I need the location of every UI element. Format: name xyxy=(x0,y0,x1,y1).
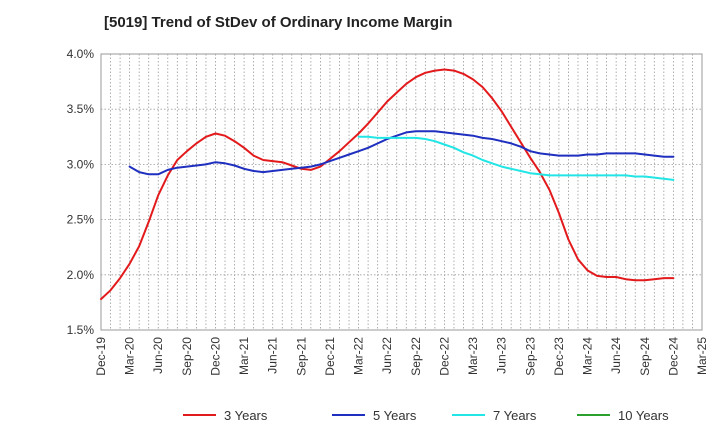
x-tick-label: Mar-24 xyxy=(581,337,595,375)
x-tick-label: Dec-22 xyxy=(437,337,451,376)
x-tick-label: Dec-21 xyxy=(323,337,337,376)
legend-label: 10 Years xyxy=(618,408,669,423)
y-tick-label: 2.5% xyxy=(67,213,95,227)
axes: 1.5% 2.0% 2.5% 3.0% 3.5% 4.0% Dec-19 Mar-20 Jun-… xyxy=(67,47,709,376)
plot-area xyxy=(100,53,703,331)
y-tick-label: 1.5% xyxy=(67,323,95,337)
x-tick-label: Jun-24 xyxy=(609,337,623,374)
x-tick-label: Dec-23 xyxy=(552,337,566,376)
x-tick-label: Jun-22 xyxy=(380,337,394,374)
x-tick-label: Sep-22 xyxy=(409,337,423,376)
x-tick-label: Sep-20 xyxy=(180,337,194,376)
x-tick-label: Mar-21 xyxy=(237,337,251,375)
x-tick-label: Sep-21 xyxy=(294,337,308,376)
y-tick-label: 3.5% xyxy=(67,102,95,116)
y-tick-label: 3.0% xyxy=(67,157,95,171)
series-line-5-years xyxy=(128,130,675,176)
x-tick-label: Jun-21 xyxy=(266,337,280,374)
x-tick-label: Dec-20 xyxy=(208,337,222,376)
series-lines xyxy=(100,68,675,301)
x-tick-label: Mar-22 xyxy=(352,337,366,375)
x-tick-label: Mar-25 xyxy=(695,337,709,375)
legend: 3 Years 5 Years 7 Years 10 Years xyxy=(183,408,669,423)
x-tick-label: Jun-23 xyxy=(495,337,509,374)
legend-label: 3 Years xyxy=(224,408,268,423)
x-tick-label: Mar-23 xyxy=(466,337,480,375)
legend-label: 5 Years xyxy=(373,408,417,423)
x-tick-label: Jun-20 xyxy=(151,337,165,374)
series-line-7-years xyxy=(357,135,675,181)
x-tick-label: Sep-23 xyxy=(523,337,537,376)
x-tick-label: Mar-20 xyxy=(123,337,137,375)
y-tick-label: 2.0% xyxy=(67,268,95,282)
y-tick-label: 4.0% xyxy=(67,47,95,61)
x-tick-label: Sep-24 xyxy=(638,337,652,376)
series-line-3-years xyxy=(100,68,675,301)
legend-label: 7 Years xyxy=(493,408,537,423)
gridlines xyxy=(101,54,702,330)
chart-title: [5019] Trend of StDev of Ordinary Income… xyxy=(104,14,453,31)
x-tick-label: Dec-24 xyxy=(666,337,680,376)
x-tick-label: Dec-19 xyxy=(94,337,108,376)
